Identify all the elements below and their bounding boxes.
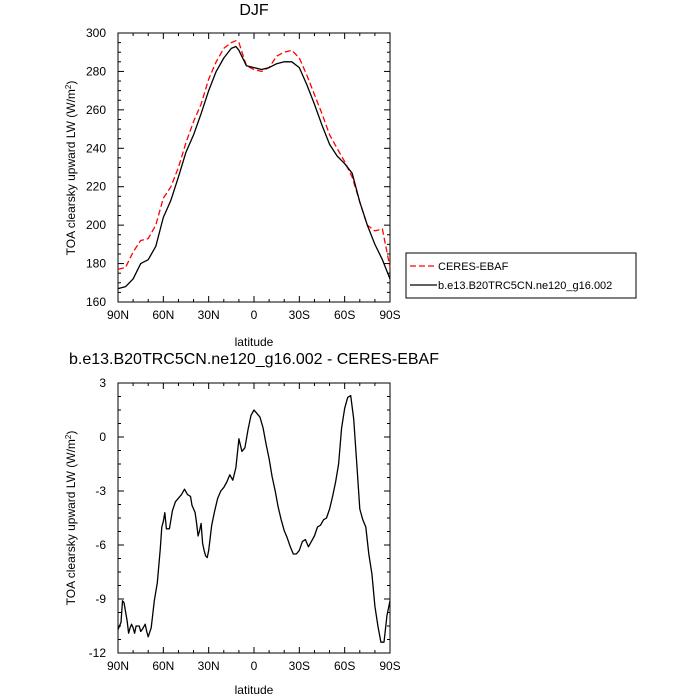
top-y-tick-label: 240 <box>86 141 106 155</box>
top-plot-frame <box>117 32 391 303</box>
bottom-series-lines <box>117 394 391 643</box>
top-x-tick-label: 0 <box>251 308 258 322</box>
bottom-x-tick-label: 60S <box>334 659 355 673</box>
top-y-ticks: 160 180 200 220 240 260 280 300 <box>86 26 390 309</box>
top-y-tick-label: 280 <box>86 64 106 78</box>
top-chart-title: DJF <box>239 2 269 19</box>
bottom-x-tick-label: 0 <box>251 659 258 673</box>
bottom-chart-title: b.e13.B20TRC5CN.ne120_g16.002 - CERES-EB… <box>69 351 439 368</box>
bottom-x-tick-label: 60N <box>152 659 174 673</box>
legend-label-model: b.e13.B20TRC5CN.ne120_g16.002 <box>438 280 612 292</box>
bottom-plot-frame <box>117 382 391 654</box>
bottom-y-axis-label-main: TOA clearsky upward LW (W/m <box>64 439 78 605</box>
top-x-tick-label: 30N <box>198 308 220 322</box>
bottom-y-axis-label-tail: ) <box>64 431 78 435</box>
top-legend: CERES-EBAF b.e13.B20TRC5CN.ne120_g16.002 <box>405 252 637 299</box>
top-x-axis-label: latitude <box>235 335 274 349</box>
top-y-axis-label-tail: ) <box>64 81 78 85</box>
model-line <box>117 45 391 290</box>
top-x-tick-label: 60N <box>152 308 174 322</box>
bottom-x-ticks: 90N 60N 30N 0 30S 60S 90S <box>107 383 401 673</box>
bottom-y-tick-label: -12 <box>89 646 107 660</box>
bottom-y-tick-label: -6 <box>95 538 106 552</box>
bottom-x-tick-label: 30S <box>289 659 310 673</box>
top-panel: DJF 90N 60N 30N 0 30S 60S 90S 160 180 200 220 240 2… <box>64 2 637 349</box>
bottom-y-ticks: -12 -9 -6 -3 0 3 <box>89 376 390 660</box>
legend-box <box>405 252 637 299</box>
bottom-y-tick-label: 3 <box>99 376 106 390</box>
legend-label-ceres: CERES-EBAF <box>438 261 509 273</box>
top-x-tick-label: 90N <box>107 308 129 322</box>
top-y-axis-label: TOA clearsky upward LW (W/m2) <box>64 81 78 256</box>
top-plot-area <box>117 32 391 303</box>
top-series-lines <box>117 40 391 290</box>
bottom-x-tick-label: 90N <box>107 659 129 673</box>
top-y-tick-label: 220 <box>86 180 106 194</box>
top-y-axis-label-main: TOA clearsky upward LW (W/m <box>64 89 78 255</box>
bottom-x-tick-label: 30N <box>198 659 220 673</box>
bottom-y-axis-label-sup: 2 <box>64 434 73 439</box>
top-x-tick-label: 90S <box>379 308 400 322</box>
bottom-x-tick-label: 90S <box>379 659 400 673</box>
bottom-x-axis-label: latitude <box>235 683 274 697</box>
difference-line <box>117 394 391 643</box>
top-y-tick-label: 300 <box>86 26 106 40</box>
top-y-tick-label: 200 <box>86 218 106 232</box>
top-y-axis-label-sup: 2 <box>64 84 73 89</box>
bottom-y-tick-label: 0 <box>99 430 106 444</box>
bottom-y-tick-label: -3 <box>95 484 106 498</box>
top-x-tick-label: 30S <box>289 308 310 322</box>
ceres-ebaf-line <box>117 40 391 270</box>
top-x-ticks: 90N 60N 30N 0 30S 60S 90S <box>107 33 401 322</box>
bottom-y-tick-label: -9 <box>95 592 106 606</box>
bottom-plot-area <box>117 382 391 654</box>
bottom-panel: b.e13.B20TRC5CN.ne120_g16.002 - CERES-EB… <box>64 351 439 697</box>
bottom-y-axis-label: TOA clearsky upward LW (W/m2) <box>64 431 78 606</box>
top-y-tick-label: 180 <box>86 257 106 271</box>
top-x-tick-label: 60S <box>334 308 355 322</box>
top-y-tick-label: 260 <box>86 103 106 117</box>
top-y-tick-label: 160 <box>86 295 106 309</box>
